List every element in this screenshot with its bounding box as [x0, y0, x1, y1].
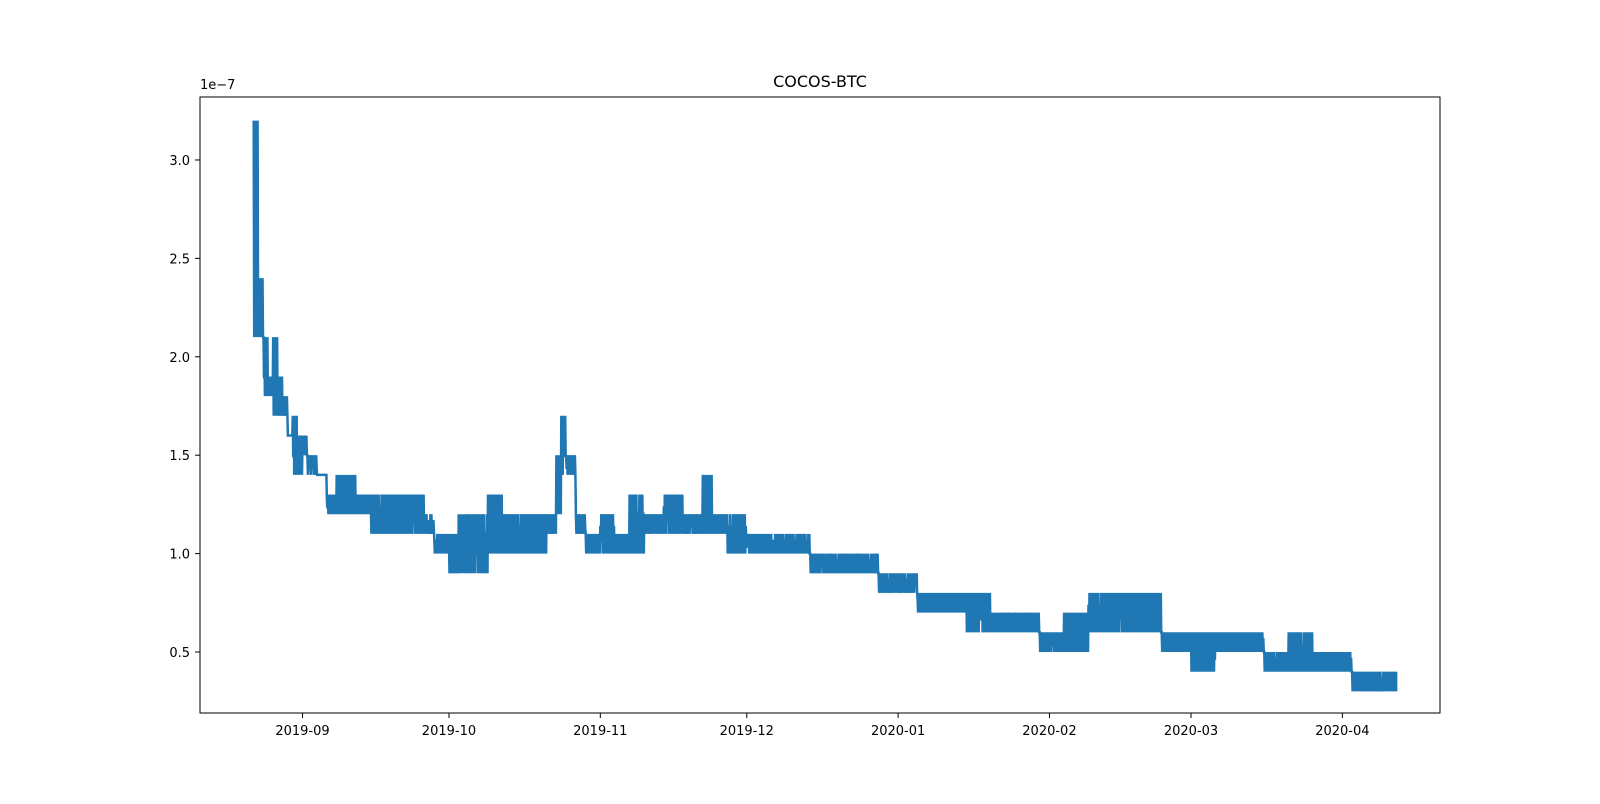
y-axis-ticks: 0.5 1.0 1.5 2.0 2.5 3.0	[169, 154, 200, 661]
x-tick-label: 2020-01	[871, 724, 925, 739]
y-tick-label: 0.5	[169, 646, 190, 661]
x-tick-label: 2019-12	[720, 724, 774, 739]
x-tick-label: 2020-02	[1022, 724, 1076, 739]
x-axis-ticks: 2019-09 2019-10 2019-11 2019-12 2020-01 2020-…	[275, 713, 1370, 739]
chart-title: COCOS-BTC	[773, 72, 867, 91]
y-tick-label: 1.0	[169, 548, 190, 563]
series-line	[252, 120, 1398, 692]
plot-frame	[199, 96, 1441, 714]
x-tick-label: 2020-04	[1315, 724, 1369, 739]
x-tick-label: 2019-11	[573, 724, 627, 739]
x-tick-label: 2019-09	[275, 724, 329, 739]
y-tick-label: 1.5	[169, 449, 190, 464]
y-tick-label: 2.5	[169, 252, 190, 267]
y-tick-label: 2.0	[169, 351, 190, 366]
y-axis-offset-label: 1e−7	[200, 78, 235, 93]
series-layer	[252, 120, 1398, 692]
x-tick-label: 2019-10	[422, 724, 476, 739]
x-tick-label: 2020-03	[1164, 724, 1218, 739]
y-tick-label: 3.0	[169, 154, 190, 169]
